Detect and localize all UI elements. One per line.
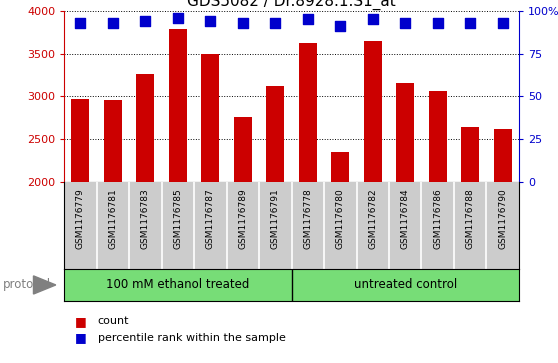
Text: GSM1176784: GSM1176784 — [401, 188, 410, 249]
Point — [238, 20, 247, 26]
Text: GSM1176789: GSM1176789 — [238, 188, 247, 249]
Text: untreated control: untreated control — [354, 278, 457, 291]
Point — [76, 20, 85, 26]
Bar — [461, 127, 479, 352]
Point — [141, 18, 150, 24]
Point — [206, 18, 215, 24]
Point — [304, 16, 312, 22]
Text: GSM1176785: GSM1176785 — [174, 188, 182, 249]
Bar — [364, 41, 382, 352]
Point — [368, 16, 377, 22]
Bar — [104, 99, 122, 352]
Text: GSM1176786: GSM1176786 — [433, 188, 442, 249]
Bar — [494, 130, 512, 352]
Text: ■: ■ — [75, 315, 87, 328]
Bar — [137, 74, 155, 352]
Text: protocol: protocol — [3, 278, 51, 291]
Text: GSM1176791: GSM1176791 — [271, 188, 280, 249]
Point — [336, 23, 345, 29]
Bar — [266, 86, 284, 352]
Bar — [331, 152, 349, 352]
Title: GDS5082 / Dr.8928.1.S1_at: GDS5082 / Dr.8928.1.S1_at — [187, 0, 396, 9]
Point — [108, 20, 117, 26]
Text: ■: ■ — [75, 331, 87, 344]
Text: percentile rank within the sample: percentile rank within the sample — [98, 333, 286, 343]
Point — [174, 15, 182, 21]
Bar — [234, 117, 252, 352]
Text: GSM1176790: GSM1176790 — [498, 188, 507, 249]
Bar — [299, 43, 317, 352]
Bar — [169, 29, 187, 352]
Text: count: count — [98, 316, 129, 326]
Text: GSM1176779: GSM1176779 — [76, 188, 85, 249]
Point — [433, 20, 442, 26]
Text: GSM1176788: GSM1176788 — [466, 188, 475, 249]
Text: GSM1176787: GSM1176787 — [206, 188, 215, 249]
Text: GSM1176782: GSM1176782 — [368, 188, 377, 249]
Text: GSM1176778: GSM1176778 — [304, 188, 312, 249]
Bar — [71, 99, 89, 352]
Bar — [429, 91, 446, 352]
Text: GSM1176783: GSM1176783 — [141, 188, 150, 249]
Text: 100 mM ethanol treated: 100 mM ethanol treated — [106, 278, 249, 291]
Point — [498, 20, 507, 26]
Point — [466, 20, 475, 26]
Text: GSM1176781: GSM1176781 — [108, 188, 117, 249]
Text: GSM1176780: GSM1176780 — [336, 188, 345, 249]
Point — [401, 20, 410, 26]
Point — [271, 20, 280, 26]
Bar — [201, 54, 219, 352]
Bar — [396, 83, 414, 352]
